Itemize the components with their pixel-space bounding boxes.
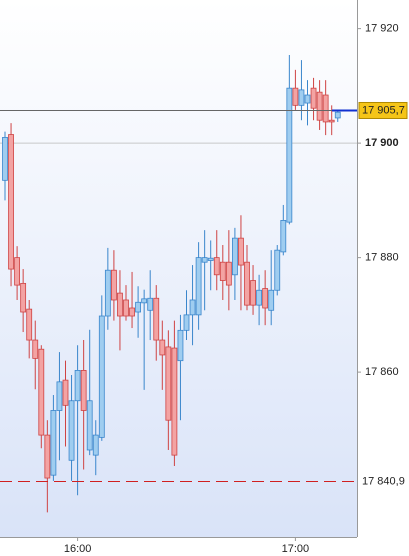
y-tick-label: 17 900 — [365, 137, 399, 149]
candle-body — [74, 370, 81, 402]
candle-body — [38, 348, 45, 436]
candle-body — [322, 94, 329, 123]
candle-body — [171, 347, 178, 456]
candle-body — [316, 91, 323, 121]
candle-body — [274, 249, 281, 291]
candle-body — [268, 289, 275, 311]
price-label-box — [359, 473, 407, 490]
price-label-box — [358, 101, 408, 119]
candle-body — [2, 136, 8, 181]
candle-body — [298, 89, 305, 106]
candle-body — [50, 410, 57, 476]
candle-body — [334, 111, 341, 119]
candle-body — [328, 119, 335, 123]
candle-body — [44, 434, 51, 479]
candle-body — [26, 308, 33, 341]
candle-body — [147, 297, 154, 311]
candle-body — [111, 269, 117, 301]
candle-body — [20, 282, 27, 313]
candle-body — [123, 299, 129, 317]
candle-body — [244, 261, 250, 306]
candle-body — [129, 307, 135, 317]
candle-body — [225, 261, 232, 286]
candle-body — [231, 237, 238, 276]
candle-body — [80, 370, 87, 411]
candle-body — [189, 299, 196, 316]
candle-body — [304, 94, 311, 104]
candle-body — [14, 257, 21, 286]
candle-body — [201, 257, 208, 263]
price-label: 17 905,7 — [362, 104, 405, 116]
candle-body — [141, 298, 148, 304]
candle-body — [68, 400, 75, 461]
candle-body — [292, 87, 299, 106]
candle-body — [280, 220, 287, 253]
candle-body — [92, 434, 99, 456]
x-tick-label: 16:00 — [64, 543, 92, 555]
candle-body — [135, 301, 142, 313]
candle-body — [62, 379, 69, 406]
candle-body — [56, 381, 63, 411]
candle-body — [310, 87, 317, 109]
candle-body — [286, 87, 293, 223]
candle-body — [219, 261, 226, 281]
candle-body — [8, 134, 14, 270]
candle-body — [117, 292, 123, 317]
candle-body — [98, 315, 105, 438]
candle-body — [86, 400, 93, 451]
candle-body — [104, 269, 111, 317]
candle-body — [250, 280, 256, 306]
candle-body — [213, 257, 220, 276]
price-label: 17 840,9 — [362, 475, 405, 487]
candle-body — [177, 329, 184, 362]
candle-body — [183, 314, 190, 331]
x-tick-label: 17:00 — [282, 543, 310, 555]
y-tick-label: 17 920 — [365, 23, 399, 35]
candle-body — [153, 297, 160, 341]
candle-body — [159, 339, 166, 356]
candle-body — [32, 339, 39, 359]
candle-body — [256, 289, 263, 306]
candle-body — [165, 346, 172, 421]
candle-body — [195, 257, 202, 316]
candle-body — [262, 288, 269, 309]
y-tick-label: 17 880 — [365, 252, 399, 264]
candle-body — [207, 257, 214, 261]
candle-body — [238, 237, 244, 266]
y-tick-label: 17 860 — [365, 366, 399, 378]
